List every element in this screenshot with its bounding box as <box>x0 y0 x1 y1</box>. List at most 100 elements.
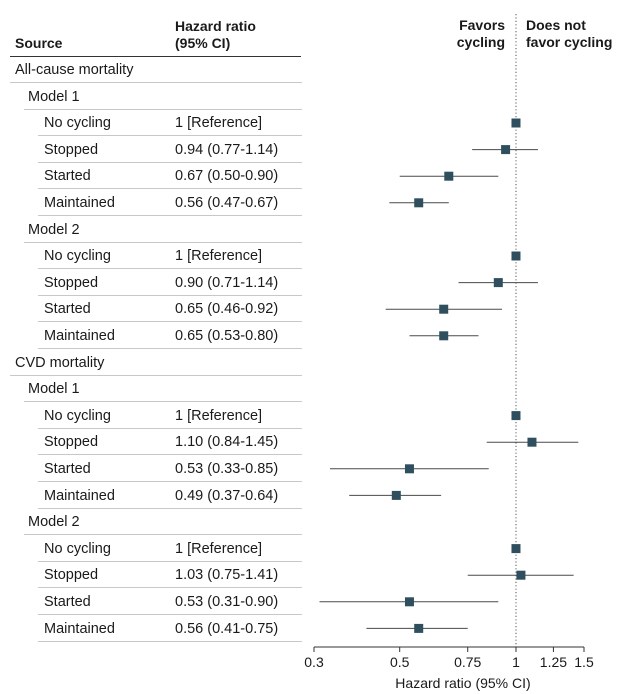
row-divider <box>38 294 302 296</box>
row-hazard-ratio: 0.65 (0.46-0.92) <box>175 301 279 318</box>
table-row: Stopped 1.10 (0.84-1.45) <box>38 429 302 456</box>
row-hazard-ratio: 0.49 (0.37-0.64) <box>175 487 279 504</box>
row-hazard-ratio: 0.65 (0.53-0.80) <box>175 328 279 344</box>
hazard-ratio-point <box>439 304 449 314</box>
row-divider <box>38 614 302 615</box>
row-label: Model 2 <box>28 221 80 238</box>
source-column-header: Source <box>15 35 62 52</box>
table-row: Maintained 0.65 (0.53-0.80) <box>38 323 302 349</box>
row-label: Stopped <box>44 567 99 584</box>
favors-cycling-label: Favors cycling <box>410 17 505 51</box>
hazard-ratio-point <box>501 145 511 155</box>
hazard-ratio-point <box>511 544 521 554</box>
row-hazard-ratio: 0.94 (0.77-1.14) <box>175 141 279 158</box>
hazard-ratio-point <box>414 198 424 208</box>
hazard-ratio-point <box>511 251 521 261</box>
row-label: No cycling <box>44 115 111 132</box>
hazard-ratio-point <box>511 411 521 421</box>
table-row: Maintained 0.56 (0.41-0.75) <box>38 616 302 642</box>
table-row: Model 1 <box>24 376 302 403</box>
table-row: Model 2 <box>24 217 302 243</box>
row-label: No cycling <box>44 248 111 265</box>
table-row: Model 1 <box>24 84 302 110</box>
source-header-text: Source <box>15 35 63 51</box>
row-divider <box>10 374 302 376</box>
table-row: Started 0.53 (0.31-0.90) <box>38 589 302 615</box>
row-divider <box>38 560 302 562</box>
row-label: Model 1 <box>28 381 80 398</box>
row-divider <box>38 454 302 456</box>
row-label: Started <box>44 301 91 318</box>
row-label: Started <box>44 461 91 477</box>
x-tick-label: 0.5 <box>390 654 410 670</box>
row-label: Maintained <box>44 620 115 637</box>
table-row: All-cause mortality <box>10 57 302 83</box>
table-row: No cycling 1 [Reference] <box>38 110 302 137</box>
row-divider <box>38 135 302 137</box>
header-rule <box>10 56 301 57</box>
table-row: Maintained 0.56 (0.47-0.67) <box>38 190 302 216</box>
row-hazard-ratio: 0.90 (0.71-1.14) <box>175 274 279 291</box>
row-hazard-ratio: 1 [Reference] <box>175 407 263 424</box>
row-label: Maintained <box>44 328 115 344</box>
row-divider <box>10 82 302 83</box>
table-row: No cycling 1 [Reference] <box>38 403 302 429</box>
hr-header-line2: (95% CI) <box>175 35 231 51</box>
row-label: Stopped <box>44 274 99 291</box>
hazard-ratio-column-header: Hazard ratio (95% CI) <box>175 18 256 52</box>
favors-line2: cycling <box>456 34 505 50</box>
row-divider <box>38 321 302 323</box>
row-divider <box>38 348 302 349</box>
row-divider <box>38 507 302 509</box>
row-hazard-ratio: 0.56 (0.41-0.75) <box>175 620 279 637</box>
row-hazard-ratio: 1.03 (0.75-1.41) <box>175 567 279 584</box>
row-label: Model 1 <box>28 88 80 105</box>
notfavor-line2: favor cycling <box>526 34 613 50</box>
x-tick-label: 1.5 <box>574 654 594 670</box>
row-label: Stopped <box>44 434 99 451</box>
row-divider <box>38 215 302 216</box>
hazard-ratio-point <box>511 118 521 128</box>
favors-line1: Favors <box>459 17 505 33</box>
row-divider <box>24 401 302 403</box>
row-label: Model 2 <box>28 514 80 531</box>
row-label: Maintained <box>44 195 115 211</box>
hazard-ratio-point <box>444 171 454 181</box>
row-hazard-ratio: 1 [Reference] <box>175 248 263 265</box>
row-label: No cycling <box>44 407 111 424</box>
table-row: Started 0.53 (0.33-0.85) <box>38 456 302 482</box>
row-hazard-ratio: 1.10 (0.84-1.45) <box>175 434 279 451</box>
table-row: Started 0.65 (0.46-0.92) <box>38 296 302 323</box>
table-row: Stopped 0.90 (0.71-1.14) <box>38 270 302 296</box>
x-tick-label: 1 <box>512 654 520 670</box>
hazard-ratio-point <box>391 490 401 500</box>
row-label: No cycling <box>44 540 111 557</box>
table-row: Started 0.67 (0.50-0.90) <box>38 163 302 190</box>
x-tick-label: 0.75 <box>454 654 481 670</box>
notfavor-line1: Does not <box>526 17 586 33</box>
hr-header-line1: Hazard ratio <box>175 18 256 34</box>
table-row: Model 2 <box>24 509 302 536</box>
row-hazard-ratio: 0.67 (0.50-0.90) <box>175 168 279 185</box>
table-row: Stopped 0.94 (0.77-1.14) <box>38 137 302 163</box>
x-tick-label: 1.25 <box>540 654 567 670</box>
row-label: All-cause mortality <box>15 62 134 78</box>
row-divider <box>24 534 302 536</box>
table-row: Maintained 0.49 (0.37-0.64) <box>38 483 302 509</box>
row-label: Maintained <box>44 487 115 504</box>
row-divider <box>24 241 302 243</box>
row-label: Started <box>44 168 91 185</box>
row-hazard-ratio: 1 [Reference] <box>175 115 263 132</box>
hazard-ratio-point <box>516 570 526 580</box>
row-divider <box>24 108 302 110</box>
row-hazard-ratio: 0.56 (0.47-0.67) <box>175 195 279 211</box>
row-label: Started <box>44 594 91 610</box>
row-divider <box>38 268 302 270</box>
row-label: CVD mortality <box>15 354 105 371</box>
does-not-favor-cycling-label: Does not favor cycling <box>526 17 612 51</box>
row-hazard-ratio: 0.53 (0.33-0.85) <box>175 461 279 477</box>
row-divider <box>38 161 302 163</box>
row-divider <box>38 640 302 642</box>
